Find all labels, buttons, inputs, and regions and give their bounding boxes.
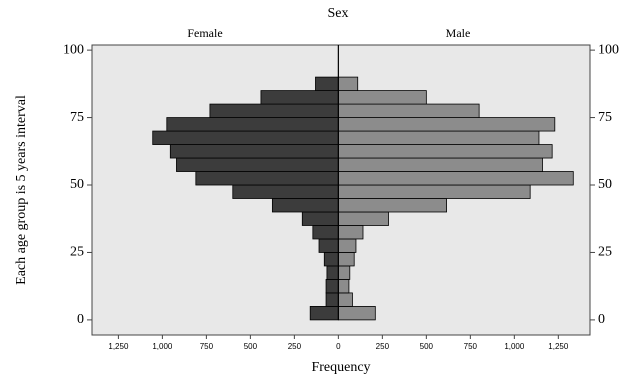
bar bbox=[337, 292, 353, 307]
y-tick-label: 0 bbox=[598, 312, 605, 327]
bar bbox=[323, 252, 339, 267]
y-tick-label: 75 bbox=[598, 110, 612, 125]
x-tick-label: 250 bbox=[288, 342, 302, 351]
x-tick-label: 500 bbox=[244, 342, 258, 351]
x-axis-label: Frequency bbox=[311, 360, 370, 375]
bar bbox=[337, 279, 350, 294]
chart-title: Sex bbox=[328, 6, 349, 21]
bar bbox=[337, 306, 376, 321]
y-tick-label: 50 bbox=[70, 177, 84, 192]
bar bbox=[337, 211, 389, 226]
bar bbox=[325, 292, 339, 307]
bar bbox=[337, 171, 574, 186]
y-tick-label: 100 bbox=[598, 42, 619, 57]
y-tick-label: 100 bbox=[63, 42, 84, 57]
y-tick-label: 75 bbox=[70, 110, 84, 125]
bar bbox=[176, 157, 339, 172]
x-tick-label: 1,250 bbox=[108, 342, 129, 351]
bar bbox=[301, 211, 339, 226]
bar bbox=[309, 306, 339, 321]
x-tick-label: 750 bbox=[200, 342, 214, 351]
bar bbox=[271, 198, 339, 213]
bar bbox=[337, 157, 543, 172]
bar bbox=[337, 198, 447, 213]
bar bbox=[337, 130, 540, 145]
bar bbox=[326, 265, 339, 280]
x-tick-label: 1,250 bbox=[548, 342, 569, 351]
x-tick-label: 750 bbox=[464, 342, 478, 351]
x-tick-label: 500 bbox=[420, 342, 434, 351]
bar bbox=[169, 144, 339, 159]
bar bbox=[337, 225, 364, 240]
x-tick-label: 250 bbox=[376, 342, 390, 351]
y-tick-label: 0 bbox=[77, 312, 84, 327]
bar bbox=[337, 103, 480, 118]
bar bbox=[260, 90, 339, 105]
bar bbox=[315, 76, 339, 91]
bar bbox=[318, 238, 339, 253]
panel-label: Male bbox=[446, 26, 471, 40]
bar bbox=[195, 171, 339, 186]
bar bbox=[337, 90, 427, 105]
x-tick-label: 1,000 bbox=[152, 342, 173, 351]
bar bbox=[337, 76, 359, 91]
bar bbox=[232, 184, 339, 199]
bar bbox=[337, 238, 357, 253]
panel-label: Female bbox=[187, 26, 222, 40]
bar bbox=[152, 130, 339, 145]
x-tick-label: 1,000 bbox=[504, 342, 525, 351]
bar bbox=[166, 117, 339, 132]
bar bbox=[209, 103, 339, 118]
y-tick-label: 25 bbox=[598, 245, 612, 260]
y-axis-label: Each age group is 5 years interval bbox=[14, 95, 29, 285]
bar bbox=[337, 252, 355, 267]
bar bbox=[312, 225, 339, 240]
bar bbox=[337, 117, 556, 132]
y-tick-label: 50 bbox=[598, 177, 612, 192]
bar bbox=[337, 144, 553, 159]
x-tick-label: 0 bbox=[336, 342, 341, 351]
bar bbox=[337, 265, 351, 280]
bar bbox=[337, 184, 531, 199]
bar bbox=[325, 279, 339, 294]
y-tick-label: 25 bbox=[70, 245, 84, 260]
